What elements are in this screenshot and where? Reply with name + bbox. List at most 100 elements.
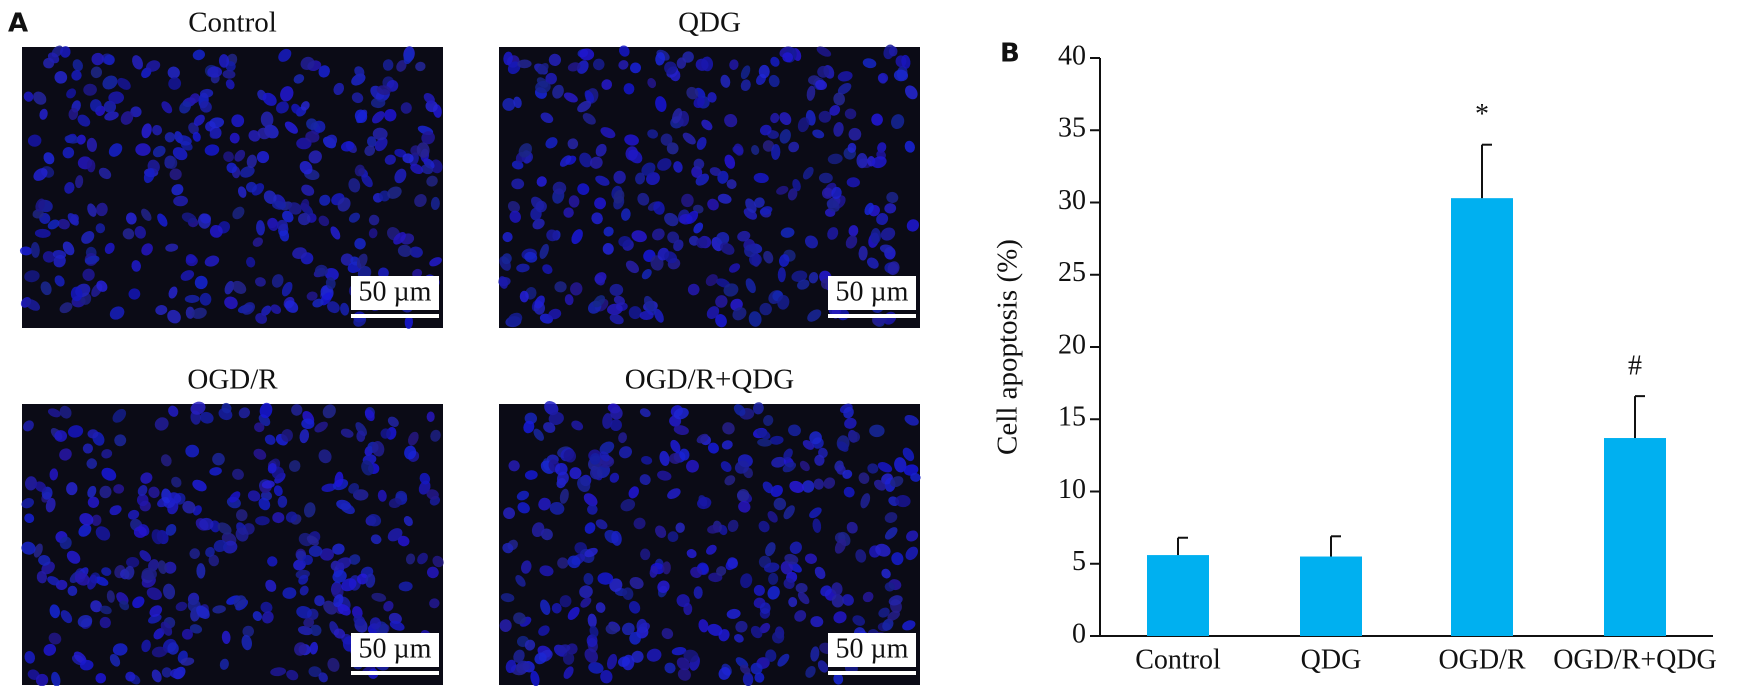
scale-bar-label: 50 µm: [836, 633, 909, 664]
nucleus: [199, 517, 214, 531]
nucleus: [213, 539, 227, 553]
nucleus: [610, 419, 622, 432]
nucleus: [628, 149, 643, 164]
nucleus: [620, 499, 636, 512]
nucleus: [293, 74, 305, 84]
nucleus: [291, 404, 303, 416]
nucleus: [500, 593, 515, 603]
nucleus: [732, 307, 747, 321]
nucleus: [302, 554, 314, 566]
nucleus: [773, 497, 787, 511]
nucleus: [557, 557, 569, 569]
nucleus: [619, 446, 632, 459]
nucleus: [184, 294, 200, 303]
nucleus: [587, 613, 597, 628]
nucleus: [120, 111, 134, 125]
nucleus: [299, 160, 313, 175]
nucleus: [161, 667, 172, 678]
nucleus: [319, 548, 334, 561]
nucleus: [783, 505, 795, 520]
nucleus: [698, 619, 709, 633]
nucleus: [164, 155, 178, 169]
nucleus: [47, 408, 61, 418]
nucleus: [324, 134, 338, 148]
nucleus: [262, 611, 274, 624]
nucleus: [740, 664, 751, 675]
nucleus: [591, 212, 603, 225]
nucleus: [153, 628, 165, 640]
nucleus: [519, 662, 531, 671]
nucleus: [59, 302, 73, 314]
nucleus: [101, 449, 113, 459]
nucleus: [189, 93, 200, 104]
nucleus: [799, 460, 810, 472]
nucleus: [594, 274, 605, 286]
nucleus: [807, 309, 822, 322]
nucleus: [577, 476, 591, 493]
nucleus: [715, 295, 728, 308]
nucleus: [207, 66, 223, 78]
nucleus: [372, 111, 385, 124]
nucleus: [659, 450, 670, 466]
nucleus: [499, 619, 512, 632]
nucleus: [54, 71, 68, 84]
nucleus: [770, 485, 783, 497]
nucleus: [535, 80, 551, 94]
nucleus: [172, 147, 188, 161]
nucleus: [729, 263, 741, 273]
nucleus: [257, 127, 271, 140]
nucleus: [152, 145, 166, 158]
nucleus: [559, 595, 572, 608]
nucleus: [258, 497, 271, 511]
nucleus: [348, 178, 361, 193]
nucleus: [584, 648, 599, 663]
nucleus: [810, 616, 824, 628]
nucleus: [263, 190, 277, 204]
nucleus: [354, 238, 366, 250]
nucleus: [641, 268, 652, 280]
nucleus: [629, 631, 641, 645]
nucleus: [812, 518, 822, 533]
nucleus: [833, 92, 845, 106]
nucleus: [501, 253, 512, 265]
nucleus: [508, 460, 520, 472]
nucleus: [605, 623, 619, 635]
nucleus: [397, 535, 410, 547]
nucleus: [38, 555, 51, 566]
nucleus: [133, 526, 147, 538]
nucleus: [639, 310, 654, 321]
nucleus: [817, 65, 830, 78]
nucleus: [888, 595, 903, 606]
nucleus: [780, 227, 795, 238]
nucleus: [705, 274, 718, 287]
nucleus: [180, 270, 195, 281]
nucleus: [429, 598, 440, 609]
nucleus: [300, 198, 310, 212]
nucleus: [303, 502, 316, 518]
nucleus: [847, 142, 857, 153]
scale-bar-label: 50 µm: [836, 276, 909, 307]
nucleus: [864, 202, 874, 216]
nucleus: [777, 267, 786, 283]
nucleus: [727, 557, 739, 569]
nucleus: [552, 84, 564, 99]
nucleus: [87, 485, 97, 498]
nucleus: [539, 565, 554, 577]
nucleus: [54, 275, 65, 287]
nucleus: [222, 69, 236, 79]
nucleus: [802, 480, 815, 493]
nucleus: [636, 618, 648, 634]
nucleus: [815, 79, 827, 91]
nucleus: [537, 63, 549, 75]
nucleus: [27, 134, 42, 147]
nucleus: [161, 488, 172, 504]
nucleus: [322, 404, 336, 419]
nucleus: [140, 472, 153, 484]
nucleus: [531, 196, 545, 211]
nucleus: [763, 562, 780, 573]
nucleus: [556, 644, 571, 653]
nucleus: [633, 517, 646, 530]
nucleus: [324, 267, 339, 281]
nucleus: [637, 192, 650, 206]
nucleus: [622, 587, 634, 601]
